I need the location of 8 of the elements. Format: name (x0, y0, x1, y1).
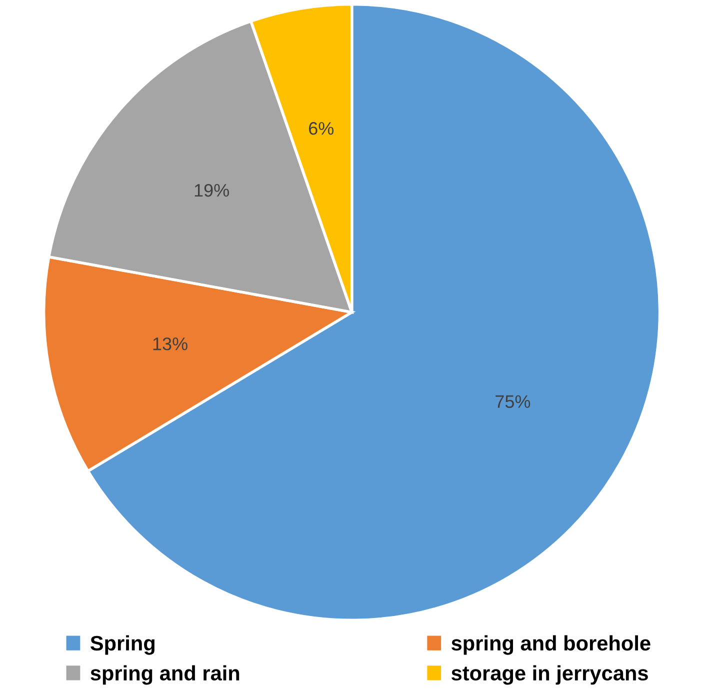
legend-label: storage in jerrycans (452, 665, 648, 685)
data-label: 19% (194, 184, 229, 197)
data-label: 13% (153, 337, 188, 350)
legend-label: Spring (90, 635, 154, 655)
data-label: 6% (309, 122, 334, 135)
data-label: 75% (496, 395, 530, 408)
legend-label: spring and borehole (452, 635, 650, 655)
legend-label: spring and rain (90, 665, 240, 685)
